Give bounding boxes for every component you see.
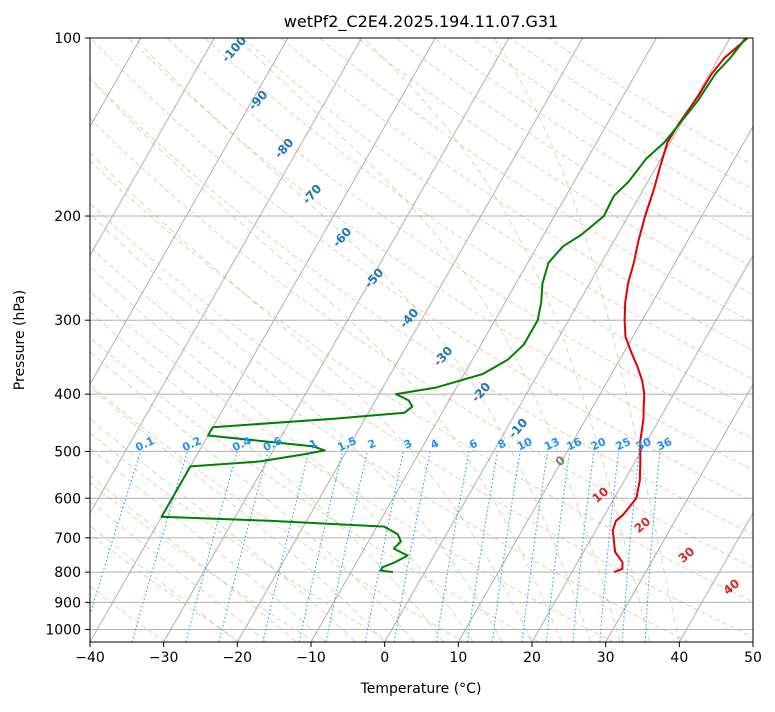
y-axis-label: Pressure (hPa) (12, 290, 28, 390)
x-tick-label: 10 (449, 650, 467, 666)
x-tick-label: −20 (223, 650, 253, 666)
x-tick-label: −10 (296, 650, 326, 666)
y-tick-label: 300 (54, 313, 81, 329)
y-tick-label: 600 (54, 491, 81, 507)
y-tick-label: 500 (54, 444, 81, 460)
x-tick-label: −40 (75, 650, 105, 666)
chart-title: wetPf2_C2E4.2025.194.11.07.G31 (284, 12, 558, 32)
x-tick-label: 50 (744, 650, 762, 666)
y-tick-label: 900 (54, 595, 81, 611)
y-tick-label: 800 (54, 565, 81, 581)
y-tick-label: 100 (54, 31, 81, 47)
y-tick-label: 700 (54, 531, 81, 547)
x-tick-label: 20 (523, 650, 541, 666)
y-tick-label: 200 (54, 209, 81, 225)
x-axis-label: Temperature (°C) (360, 681, 482, 697)
x-tick-label: 0 (380, 650, 389, 666)
x-tick-label: 40 (670, 650, 688, 666)
y-tick-label: 400 (54, 387, 81, 403)
x-tick-label: 30 (597, 650, 615, 666)
x-tick-label: −30 (149, 650, 179, 666)
y-tick-label: 1000 (45, 622, 81, 638)
